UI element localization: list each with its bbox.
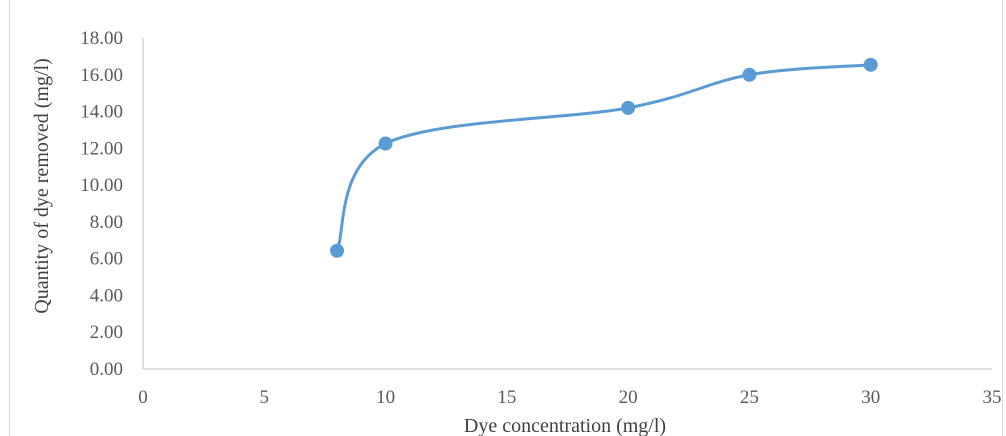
y-tick-label: 6.00 [90, 249, 123, 270]
x-axis-title: Dye concentration (mg/l) [464, 415, 666, 436]
y-axis-title: Quantity of dye removed (mg/l) [31, 58, 53, 314]
x-tick-label: 20 [619, 387, 638, 408]
y-tick-label: 2.00 [90, 322, 123, 343]
y-tick-labels: 0.00 2.00 4.00 6.00 8.00 10.00 12.00 14.00 16.00… [80, 28, 123, 380]
y-tick-label: 0.00 [90, 359, 123, 380]
series-layer [330, 57, 878, 258]
y-tick-label: 18.00 [80, 28, 123, 49]
x-tick-label: 25 [740, 387, 759, 408]
x-tick-labels: 0 5 10 15 20 25 30 35 [138, 387, 1001, 408]
axes [142, 38, 992, 370]
data-point [863, 57, 878, 72]
data-point [621, 100, 636, 115]
x-tick-label: 30 [861, 387, 880, 408]
data-point [742, 67, 757, 82]
y-tick-label: 10.00 [80, 175, 123, 196]
x-tick-label: 35 [983, 387, 1002, 408]
series-line [335, 63, 873, 253]
data-point [378, 136, 393, 151]
data-point [330, 243, 345, 258]
chart-border [9, 0, 1003, 436]
y-tick-label: 14.00 [80, 102, 123, 123]
x-tick-label: 15 [497, 387, 516, 408]
x-tick-label: 10 [376, 387, 395, 408]
y-tick-label: 4.00 [90, 285, 123, 306]
x-tick-label: 5 [260, 387, 270, 408]
y-tick-label: 8.00 [90, 212, 123, 233]
y-tick-label: 16.00 [80, 65, 123, 86]
y-tick-label: 12.00 [80, 138, 123, 159]
x-tick-label: 0 [138, 387, 148, 408]
